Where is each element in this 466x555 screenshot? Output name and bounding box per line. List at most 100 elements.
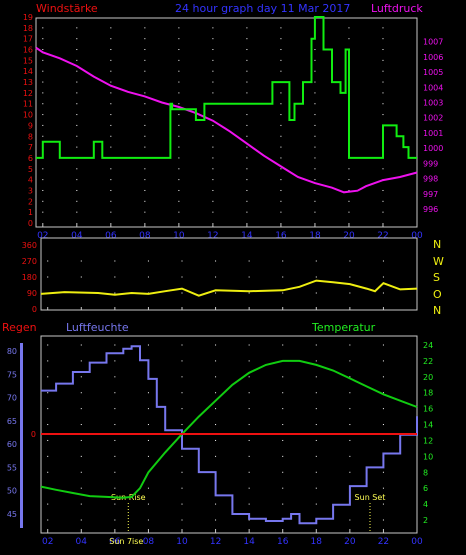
p3-grid-dot-0-5 <box>47 439 49 441</box>
p1-grid-dot-1-1 <box>76 200 78 202</box>
p1-grid-dot-1-8 <box>76 124 78 126</box>
p1-grid-dot-6-1 <box>246 200 248 202</box>
p1-grid-dot-3-0 <box>144 211 146 213</box>
p3-grid-dot-1-8 <box>80 392 82 394</box>
p1-hour-label-11: 00 <box>411 231 423 241</box>
p1-grid-dot-2-4 <box>110 168 112 170</box>
p1-grid-dot-6-9 <box>246 114 248 116</box>
p1-grid-dot-5-17 <box>212 27 214 29</box>
p1-y-left-label-5: 5 <box>28 165 33 174</box>
p3-grid-dot-5-6 <box>215 424 217 426</box>
p1-grid-dot-1-11 <box>76 92 78 94</box>
p3-y-left-label-5: 70 <box>7 394 17 403</box>
p1-grid-dot-2-15 <box>110 49 112 51</box>
compass-o: O <box>433 288 442 301</box>
p3-grid-dot-5-7 <box>215 408 217 410</box>
p1-hour-label-6: 14 <box>241 231 253 241</box>
temperature-label: Temperatur <box>311 321 376 334</box>
p3-grid-dot-4-8 <box>181 392 183 394</box>
p3-grid-dot-8-1 <box>315 503 317 505</box>
p1-grid-dot-9-0 <box>348 211 350 213</box>
p1-grid-dot-2-2 <box>110 189 112 191</box>
p1-grid-dot-4-1 <box>178 200 180 202</box>
p2-grid-dot-8-2 <box>315 260 317 262</box>
p1-y-right-label-1: 997 <box>423 190 438 199</box>
p3-grid-dot-7-11 <box>282 344 284 346</box>
p2-grid-dot-2-1 <box>114 276 116 278</box>
p1-grid-dot-1-2 <box>76 189 78 191</box>
p3-hour-label-8: 18 <box>311 537 323 547</box>
p1-grid-dot-5-16 <box>212 38 214 40</box>
compass-n-bottom: N <box>433 304 441 317</box>
p1-grid-dot-2-9 <box>110 114 112 116</box>
p3-grid-dot-4-4 <box>181 455 183 457</box>
p3-grid-dot-1-4 <box>80 455 82 457</box>
p1-grid-dot-2-16 <box>110 38 112 40</box>
p3-y-right-label-2: 6 <box>423 484 428 493</box>
p3-grid-dot-8-3 <box>315 471 317 473</box>
p2-grid-dot-9-1 <box>349 276 351 278</box>
p1-grid-dot-10-0 <box>382 211 384 213</box>
p3-hour-label-0: 02 <box>42 537 53 547</box>
p3-grid-dot-8-8 <box>315 392 317 394</box>
p1-grid-dot-8-3 <box>314 179 316 181</box>
p3-y-right-label-11: 24 <box>423 341 433 350</box>
p1-grid-dot-8-2 <box>314 189 316 191</box>
p1-grid-dot-2-7 <box>110 135 112 137</box>
p3-grid-dot-9-9 <box>349 376 351 378</box>
p1-grid-dot-0-7 <box>42 135 44 137</box>
p3-grid-dot-5-0 <box>215 519 217 521</box>
p3-grid-dot-6-4 <box>248 455 250 457</box>
p3-grid-dot-2-9 <box>114 376 116 378</box>
p3-hour-label-10: 22 <box>378 537 389 547</box>
p1-grid-dot-4-2 <box>178 189 180 191</box>
p1-grid-dot-1-14 <box>76 59 78 61</box>
p2-grid-dot-1-2 <box>80 260 82 262</box>
p3-grid-dot-9-10 <box>349 360 351 362</box>
p3-grid-dot-0-9 <box>47 376 49 378</box>
p1-y-right-label-9: 1005 <box>423 68 443 77</box>
p1-grid-dot-3-1 <box>144 200 146 202</box>
p1-grid-dot-4-16 <box>178 38 180 40</box>
p3-y-left-label-4: 65 <box>7 417 17 426</box>
p1-grid-dot-7-1 <box>280 200 282 202</box>
p1-grid-dot-0-9 <box>42 114 44 116</box>
p3-grid-dot-2-11 <box>114 344 116 346</box>
p3-grid-dot-3-7 <box>147 408 149 410</box>
p1-grid-dot-2-14 <box>110 59 112 61</box>
p1-grid-dot-4-0 <box>178 211 180 213</box>
p3-grid-dot-1-5 <box>80 439 82 441</box>
p1-grid-dot-7-10 <box>280 103 282 105</box>
p1-grid-dot-8-13 <box>314 70 316 72</box>
p3-sun-label-1: Sun Set <box>355 493 386 502</box>
p1-grid-dot-10-13 <box>382 70 384 72</box>
p1-grid-dot-7-15 <box>280 49 282 51</box>
p3-grid-dot-7-1 <box>282 503 284 505</box>
p1-grid-dot-6-2 <box>246 189 248 191</box>
p3-y-right-label-10: 22 <box>423 357 433 366</box>
p1-grid-dot-7-5 <box>280 157 282 159</box>
p2-grid-dot-0-2 <box>47 260 49 262</box>
p3-y-right-label-4: 10 <box>423 452 433 461</box>
p1-grid-dot-5-5 <box>212 157 214 159</box>
p3-grid-dot-1-2 <box>80 487 82 489</box>
p1-grid-dot-5-0 <box>212 211 214 213</box>
p3-grid-dot-10-1 <box>382 503 384 505</box>
p3-grid-dot-2-7 <box>114 408 116 410</box>
p1-grid-dot-4-13 <box>178 70 180 72</box>
p2-grid-dot-4-1 <box>181 276 183 278</box>
p2-grid-dot-7-0 <box>282 292 284 294</box>
p3-y-left-label-1: 50 <box>7 487 17 496</box>
p1-grid-dot-2-0 <box>110 211 112 213</box>
p1-grid-dot-6-12 <box>246 81 248 83</box>
p2-grid-dot-10-1 <box>382 276 384 278</box>
p3-y-right-label-6: 14 <box>423 421 433 430</box>
p1-y-right-label-0: 996 <box>423 205 438 214</box>
p3-grid-dot-9-7 <box>349 408 351 410</box>
p1-grid-dot-8-7 <box>314 135 316 137</box>
p3-grid-dot-6-2 <box>248 487 250 489</box>
p3-hour-label-5: 12 <box>210 537 221 547</box>
p1-y-left-label-14: 14 <box>23 67 33 76</box>
p1-grid-dot-6-13 <box>246 70 248 72</box>
p1-y-left-label-0: 0 <box>28 219 33 228</box>
